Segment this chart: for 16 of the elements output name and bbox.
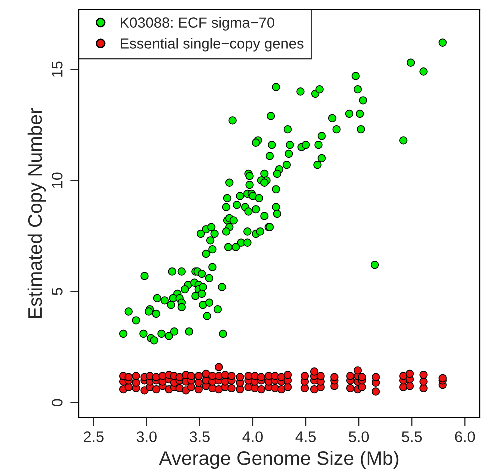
x-tick-label: 4.0 xyxy=(242,432,263,442)
y-axis-title: Estimated Copy Number xyxy=(28,108,46,318)
x-axis-title: Average Genome Size (Mb) xyxy=(159,450,399,470)
y-tick-label: 15 xyxy=(52,62,63,77)
legend-label: K03088: ECF sigma−70 xyxy=(121,17,275,31)
legend-label: Essential single−copy genes xyxy=(121,38,304,52)
x-tick-label: 2.5 xyxy=(84,432,104,442)
x-tick-label: 5.5 xyxy=(402,432,422,442)
y-tick-label: 0 xyxy=(52,399,63,407)
x-tick-label: 3.5 xyxy=(190,432,210,442)
x-tick-label: 4.5 xyxy=(296,432,316,442)
x-tick-label: 6.0 xyxy=(455,432,476,442)
x-tick-label: 5.0 xyxy=(349,432,370,442)
y-tick-label: 5 xyxy=(52,288,63,296)
y-tick-label: 10 xyxy=(52,172,63,188)
x-tick-label: 3.0 xyxy=(136,432,157,442)
